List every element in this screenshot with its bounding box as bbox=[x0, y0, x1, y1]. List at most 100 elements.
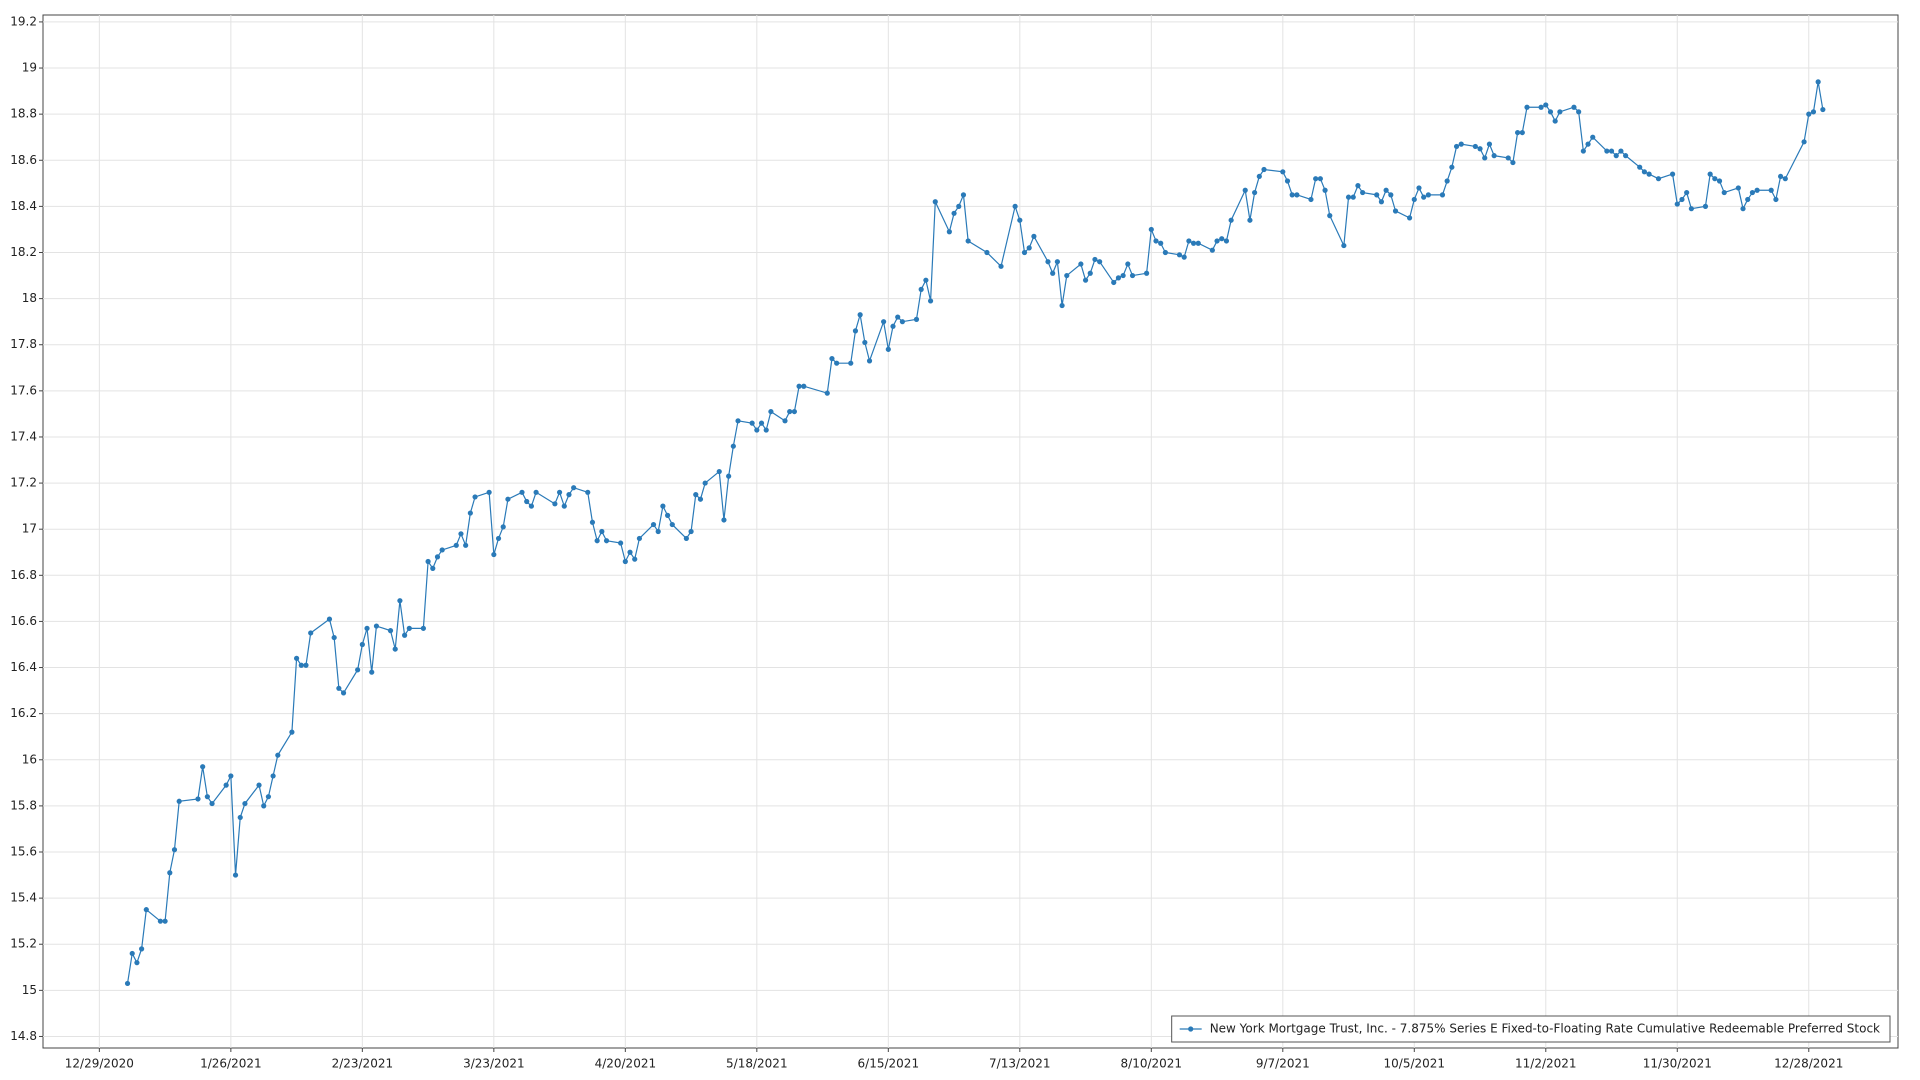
data-point bbox=[899, 319, 906, 325]
data-point bbox=[1308, 196, 1314, 203]
data-point bbox=[458, 531, 464, 537]
data-point bbox=[693, 492, 699, 498]
data-point bbox=[1444, 178, 1450, 184]
data-point bbox=[228, 773, 234, 779]
data-point bbox=[308, 630, 314, 636]
data-point bbox=[1679, 196, 1685, 203]
data-point bbox=[331, 634, 337, 641]
data-point bbox=[434, 554, 441, 560]
data-point bbox=[1613, 153, 1619, 159]
data-point bbox=[1247, 217, 1253, 223]
x-tick-label: 8/10/2021 bbox=[1121, 1057, 1183, 1071]
data-point bbox=[866, 358, 873, 364]
data-point bbox=[1378, 199, 1385, 205]
data-point bbox=[1458, 141, 1464, 147]
y-tick-label: 18.2 bbox=[10, 245, 37, 259]
data-point bbox=[571, 485, 577, 491]
data-point bbox=[1223, 238, 1230, 244]
data-point bbox=[763, 427, 769, 433]
data-point bbox=[824, 390, 830, 396]
data-point bbox=[237, 814, 243, 821]
data-point bbox=[397, 598, 403, 604]
data-point bbox=[1031, 233, 1037, 239]
y-tick-label: 15.6 bbox=[10, 845, 37, 859]
data-point bbox=[472, 494, 478, 500]
data-point bbox=[632, 556, 638, 562]
data-point bbox=[1585, 141, 1591, 147]
y-tick-label: 16.8 bbox=[10, 568, 37, 582]
data-point bbox=[965, 238, 971, 244]
data-point bbox=[1341, 242, 1347, 249]
data-point bbox=[1317, 176, 1323, 182]
data-point bbox=[1416, 185, 1422, 191]
data-point bbox=[848, 360, 854, 366]
data-point bbox=[1322, 187, 1328, 193]
data-point bbox=[129, 950, 135, 957]
data-point bbox=[1453, 143, 1460, 150]
data-point bbox=[1482, 155, 1488, 161]
data-point bbox=[1604, 148, 1610, 154]
data-point bbox=[1684, 189, 1690, 196]
plot-frame bbox=[42, 14, 1899, 1049]
data-point bbox=[881, 319, 887, 325]
y-tick-label: 14.8 bbox=[10, 1029, 37, 1043]
data-point bbox=[373, 623, 380, 629]
data-point bbox=[289, 729, 295, 735]
data-point bbox=[1524, 104, 1530, 110]
data-point bbox=[726, 473, 732, 479]
data-point bbox=[1144, 270, 1150, 276]
x-tick-label: 12/29/2020 bbox=[65, 1057, 134, 1071]
data-point bbox=[1491, 153, 1497, 159]
data-point bbox=[1092, 256, 1098, 263]
data-point bbox=[1355, 183, 1361, 189]
data-point bbox=[1261, 166, 1267, 173]
data-point bbox=[702, 480, 708, 486]
data-point bbox=[782, 418, 788, 424]
data-point bbox=[946, 229, 952, 235]
data-point bbox=[1425, 192, 1431, 198]
data-point bbox=[1669, 171, 1676, 177]
y-tick-label: 16.4 bbox=[10, 660, 37, 674]
data-point bbox=[1702, 203, 1709, 209]
data-point bbox=[956, 203, 962, 209]
y-tick-label: 18.6 bbox=[10, 153, 37, 167]
data-point bbox=[754, 427, 760, 433]
data-point bbox=[927, 298, 934, 304]
data-point bbox=[1449, 164, 1455, 170]
data-point bbox=[491, 551, 497, 558]
data-point bbox=[885, 346, 891, 352]
data-point bbox=[1082, 277, 1089, 283]
data-point bbox=[1411, 196, 1417, 203]
data-point bbox=[1388, 192, 1394, 198]
legend-label: New York Mortgage Trust, Inc. - 7.875% S… bbox=[1210, 1022, 1880, 1036]
data-point bbox=[1749, 189, 1756, 196]
data-point bbox=[1392, 208, 1399, 214]
data-point bbox=[1637, 164, 1643, 170]
data-point bbox=[439, 547, 445, 553]
data-point bbox=[1674, 201, 1680, 207]
data-point bbox=[1815, 79, 1821, 85]
data-point bbox=[1190, 240, 1197, 246]
data-point bbox=[486, 489, 492, 495]
data-point bbox=[171, 847, 178, 853]
data-point bbox=[1472, 143, 1478, 150]
data-point bbox=[200, 764, 206, 770]
data-point bbox=[918, 286, 924, 292]
x-tick-label: 1/26/2021 bbox=[200, 1057, 262, 1071]
data-point bbox=[688, 528, 694, 535]
data-point bbox=[420, 625, 426, 631]
data-point bbox=[1515, 129, 1521, 136]
data-point bbox=[519, 489, 525, 495]
data-point bbox=[650, 521, 657, 528]
y-tick-label: 18.8 bbox=[10, 107, 37, 121]
x-tick-label: 7/13/2021 bbox=[989, 1057, 1051, 1071]
data-point bbox=[467, 510, 473, 516]
data-point bbox=[1655, 176, 1662, 182]
data-point bbox=[1228, 217, 1234, 223]
data-point bbox=[340, 690, 347, 696]
data-point bbox=[336, 685, 342, 691]
legend-box bbox=[1171, 1015, 1891, 1043]
data-point bbox=[293, 655, 300, 661]
data-point bbox=[627, 549, 633, 555]
y-tick-label: 15 bbox=[22, 983, 37, 997]
